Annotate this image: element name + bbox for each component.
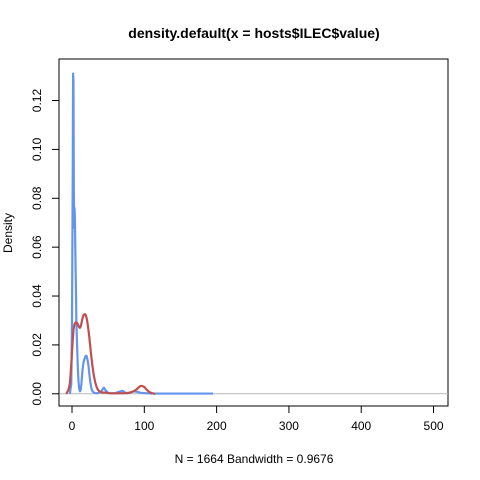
x-tick-label: 300 xyxy=(279,419,299,433)
chart-title: density.default(x = hosts$ILEC$value) xyxy=(128,25,379,41)
y-tick-label: 0.04 xyxy=(30,284,44,308)
x-tick-label: 400 xyxy=(351,419,371,433)
x-tick-label: 100 xyxy=(134,419,154,433)
y-axis: 0.00 0.02 0.04 0.06 0.08 0.10 0.12 xyxy=(30,89,60,406)
y-axis-label: Density xyxy=(1,213,15,253)
y-tick-label: 0.02 xyxy=(30,333,44,357)
series-layer xyxy=(65,72,214,395)
density-series-line-2 xyxy=(65,313,156,395)
x-axis-label: N = 1664 Bandwidth = 0.9676 xyxy=(175,452,334,466)
y-tick-label: 0.12 xyxy=(30,89,44,113)
y-tick-label: 0.06 xyxy=(30,235,44,259)
x-axis: 0 100 200 300 400 500 xyxy=(69,405,444,433)
x-tick-label: 0 xyxy=(69,419,76,433)
x-tick-label: 200 xyxy=(207,419,227,433)
density-series-line-1 xyxy=(68,72,214,395)
y-tick-label: 0.10 xyxy=(30,137,44,161)
plot-frame xyxy=(58,58,449,407)
x-tick-label: 500 xyxy=(424,419,444,433)
y-tick-label: 0.00 xyxy=(30,382,44,406)
y-tick-label: 0.08 xyxy=(30,186,44,210)
